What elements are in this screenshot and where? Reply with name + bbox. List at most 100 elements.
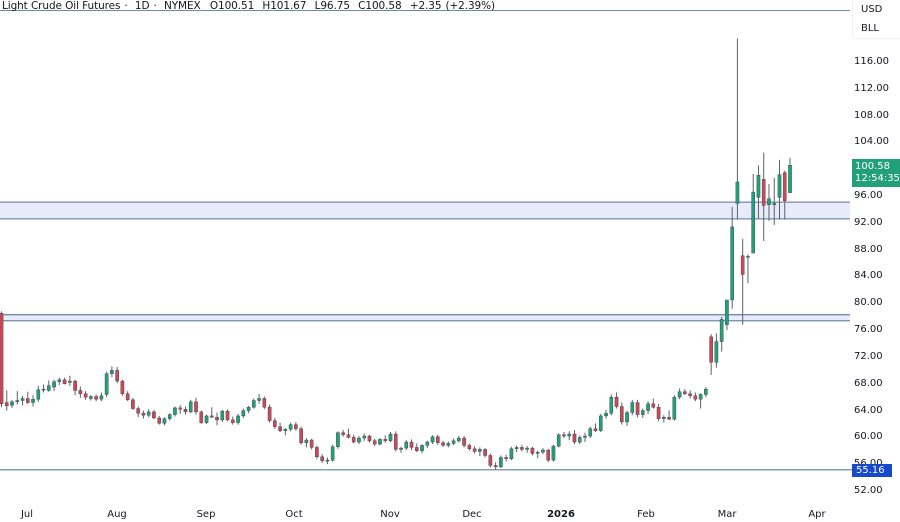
- candle-up[interactable]: [52, 381, 56, 388]
- candle-up[interactable]: [399, 447, 403, 450]
- candle-up[interactable]: [110, 370, 114, 374]
- candle-up[interactable]: [509, 448, 514, 460]
- candle-up[interactable]: [99, 395, 104, 400]
- candle-down[interactable]: [546, 449, 550, 461]
- candle-up[interactable]: [704, 388, 708, 395]
- candle-up[interactable]: [378, 439, 382, 445]
- candle-up[interactable]: [567, 433, 572, 437]
- candle-down[interactable]: [462, 437, 466, 446]
- candle-up[interactable]: [252, 400, 256, 408]
- candle-up[interactable]: [362, 435, 367, 439]
- resistance-zone-lower[interactable]: [0, 314, 850, 321]
- candle-up[interactable]: [751, 191, 756, 254]
- candle-up[interactable]: [204, 415, 209, 423]
- candle-up[interactable]: [556, 434, 561, 447]
- candle-down[interactable]: [346, 434, 351, 438]
- candle-up[interactable]: [609, 396, 614, 414]
- candle-down[interactable]: [409, 441, 414, 448]
- candle-up[interactable]: [162, 418, 167, 424]
- candle-down[interactable]: [62, 379, 67, 384]
- candle-down[interactable]: [157, 417, 162, 424]
- currency-unit-selector[interactable]: USD BLL: [852, 0, 900, 39]
- candle-down[interactable]: [267, 407, 272, 421]
- candle-down[interactable]: [178, 407, 183, 410]
- candle-down[interactable]: [488, 455, 493, 466]
- candle-up[interactable]: [420, 445, 424, 451]
- candle-up[interactable]: [15, 400, 20, 403]
- candle-up[interactable]: [325, 459, 330, 462]
- candle-up[interactable]: [336, 432, 340, 447]
- candle-down[interactable]: [383, 439, 388, 441]
- candle-up[interactable]: [457, 437, 461, 441]
- candle-down[interactable]: [593, 428, 598, 431]
- candle-down[interactable]: [483, 449, 487, 456]
- candle-up[interactable]: [525, 447, 529, 450]
- candle-up[interactable]: [104, 373, 109, 395]
- candle-down[interactable]: [683, 391, 687, 394]
- candle-down[interactable]: [709, 336, 713, 363]
- candle-up[interactable]: [625, 412, 629, 423]
- candle-up[interactable]: [583, 435, 587, 438]
- candle-down[interactable]: [125, 393, 130, 401]
- candle-down[interactable]: [667, 417, 671, 420]
- candle-down[interactable]: [152, 411, 156, 419]
- candle-up[interactable]: [777, 174, 782, 198]
- candle-up[interactable]: [577, 437, 582, 443]
- candle-down[interactable]: [273, 420, 277, 427]
- candle-up[interactable]: [677, 391, 682, 398]
- candle-down[interactable]: [367, 435, 372, 441]
- candle-down[interactable]: [94, 396, 98, 400]
- candle-up[interactable]: [446, 443, 451, 446]
- candle-down[interactable]: [782, 172, 787, 201]
- candle-up[interactable]: [246, 407, 251, 411]
- candle-down[interactable]: [614, 396, 619, 407]
- candle-down[interactable]: [309, 439, 314, 448]
- candle-up[interactable]: [425, 441, 430, 446]
- candle-down[interactable]: [656, 407, 661, 419]
- candle-down[interactable]: [472, 448, 477, 452]
- candle-up[interactable]: [89, 396, 93, 399]
- candle-down[interactable]: [136, 408, 140, 414]
- symbol-name[interactable]: Light Crude Oil Futures: [2, 0, 121, 12]
- candle-up[interactable]: [288, 424, 293, 430]
- candle-up[interactable]: [641, 410, 645, 415]
- candle-down[interactable]: [299, 428, 303, 443]
- candle-down[interactable]: [78, 390, 83, 394]
- candle-down[interactable]: [693, 395, 698, 400]
- candle-up[interactable]: [535, 451, 540, 454]
- candle-down[interactable]: [215, 417, 219, 421]
- candle-down[interactable]: [688, 393, 692, 397]
- candle-up[interactable]: [31, 398, 35, 403]
- candle-down[interactable]: [320, 456, 324, 462]
- candle-up[interactable]: [388, 433, 393, 441]
- candle-up[interactable]: [257, 398, 261, 401]
- candle-up[interactable]: [672, 396, 677, 420]
- candle-down[interactable]: [761, 179, 766, 206]
- candle-down[interactable]: [315, 447, 319, 458]
- candle-down[interactable]: [183, 409, 188, 413]
- candle-up[interactable]: [725, 299, 729, 325]
- candle-down[interactable]: [0, 313, 4, 405]
- candle-up[interactable]: [767, 198, 771, 205]
- candle-up[interactable]: [746, 256, 750, 258]
- candle-up[interactable]: [41, 388, 46, 391]
- candle-down[interactable]: [740, 255, 745, 275]
- candle-down[interactable]: [230, 419, 235, 423]
- candle-down[interactable]: [651, 403, 656, 408]
- candle-down[interactable]: [25, 398, 30, 403]
- candle-up[interactable]: [10, 401, 14, 406]
- candle-down[interactable]: [493, 465, 498, 468]
- candle-up[interactable]: [598, 415, 603, 431]
- candle-up[interactable]: [167, 414, 172, 419]
- candle-up[interactable]: [604, 413, 608, 417]
- candle-down[interactable]: [372, 440, 377, 445]
- candle-up[interactable]: [220, 411, 225, 421]
- candle-up[interactable]: [304, 439, 309, 443]
- candle-up[interactable]: [36, 389, 41, 400]
- candle-down[interactable]: [73, 380, 77, 391]
- candle-down[interactable]: [83, 393, 88, 398]
- candle-down[interactable]: [414, 447, 419, 451]
- candle-up[interactable]: [283, 429, 288, 431]
